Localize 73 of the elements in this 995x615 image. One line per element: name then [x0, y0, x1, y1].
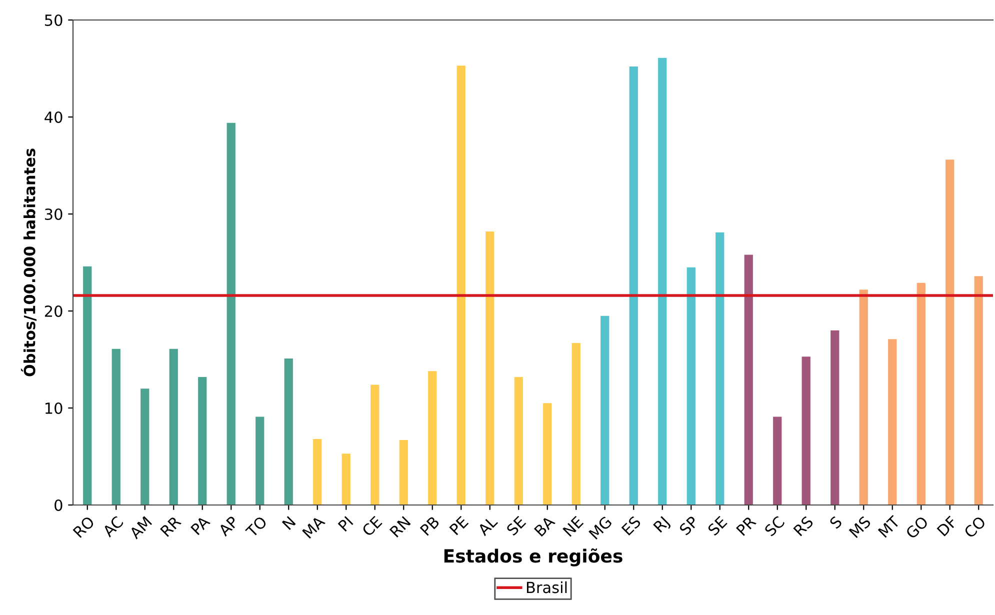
x-tick-label: MG — [588, 516, 612, 540]
x-tick-label: CO — [963, 516, 986, 539]
bar — [370, 384, 380, 505]
x-tick-label: GO — [905, 516, 929, 540]
bar — [916, 282, 926, 505]
bar — [802, 356, 810, 505]
x-tick-label: PB — [420, 516, 440, 536]
x-tick-label: NE — [562, 516, 584, 537]
bar — [974, 276, 983, 505]
x-tick-label: AL — [476, 515, 498, 536]
y-tick-label: 10 — [46, 402, 62, 414]
bar — [716, 232, 724, 505]
x-tick-label: RJ — [653, 516, 672, 535]
y-tick-label: 30 — [45, 208, 62, 220]
x-tick-label: DF — [936, 516, 958, 536]
x-tick-label: MS — [848, 516, 872, 538]
bar — [226, 122, 236, 505]
bar — [572, 343, 580, 505]
x-tick-label: MA — [302, 515, 326, 539]
y-tick-label: 50 — [45, 14, 62, 26]
bar — [859, 290, 868, 505]
x-tick-label: BA — [534, 515, 556, 537]
x-tick-label: AC — [102, 516, 124, 538]
bar — [600, 316, 610, 505]
bar — [456, 66, 466, 505]
bar — [83, 266, 92, 505]
bar — [169, 348, 178, 505]
x-tick-label: SE — [707, 516, 728, 536]
x-tick-label: S — [828, 516, 843, 530]
x-tick-label: AM — [128, 516, 152, 540]
x-tick-label: SE — [506, 516, 526, 536]
bar — [773, 416, 782, 505]
bar — [284, 358, 293, 505]
bar — [313, 439, 322, 505]
bar — [888, 339, 897, 505]
x-tick-label: AP — [218, 515, 239, 537]
x-tick-label: RN — [389, 516, 411, 538]
x-tick-label: N — [282, 516, 296, 530]
x-tick-label: ES — [621, 516, 642, 536]
bar — [399, 440, 408, 505]
x-tick-label: SC — [764, 516, 786, 537]
y-axis-title: Óbitos/100.000 habitantes — [20, 148, 37, 376]
bar — [342, 454, 350, 505]
bar — [140, 388, 150, 505]
bar — [629, 66, 638, 505]
x-tick-label: TO — [244, 516, 268, 538]
bar — [744, 254, 753, 505]
y-tick-label: 0 — [54, 499, 62, 512]
bar — [543, 403, 552, 505]
x-axis-title: Estados e regiões — [444, 548, 622, 566]
x-tick-label: PA — [190, 515, 210, 536]
bar — [686, 267, 696, 505]
bar — [112, 348, 120, 505]
x-tick-label: SP — [678, 515, 700, 536]
bar — [428, 371, 437, 505]
bar — [514, 376, 523, 505]
x-tick-label: RR — [160, 515, 182, 537]
y-tick-label: 40 — [44, 111, 62, 124]
bar — [198, 376, 207, 505]
bar — [256, 416, 264, 505]
x-tick-label: CE — [361, 516, 383, 537]
bar — [830, 330, 840, 505]
bar — [658, 58, 667, 505]
x-tick-label: PI — [338, 516, 354, 532]
x-tick-label: RS — [793, 516, 814, 536]
legend-label: Brasil — [526, 581, 567, 594]
x-tick-label: MT — [878, 515, 901, 538]
x-tick-label: RO — [72, 516, 96, 538]
x-tick-label: PR — [736, 515, 757, 536]
bar — [946, 160, 954, 505]
y-tick-label: 20 — [44, 305, 62, 318]
x-tick-label: PE — [449, 516, 469, 536]
bar — [486, 231, 494, 505]
